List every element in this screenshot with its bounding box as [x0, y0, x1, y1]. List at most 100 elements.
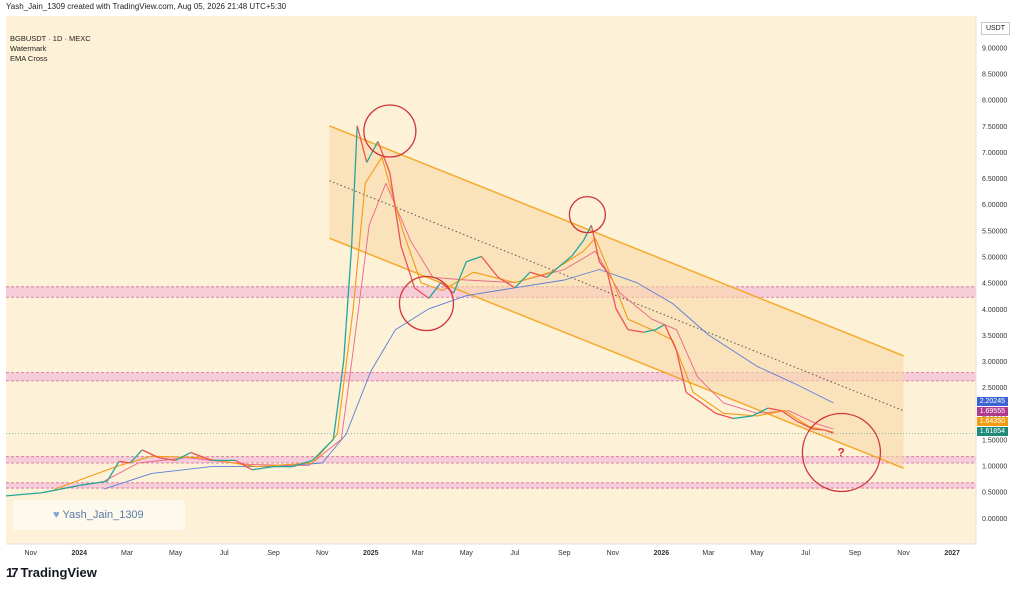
- highlight-circle: [568, 196, 607, 234]
- price-segment: [715, 412, 734, 420]
- y-tick-label: 6.00000: [982, 202, 1007, 209]
- support-zone: [6, 482, 976, 489]
- x-tick-label: Jul: [220, 550, 229, 557]
- y-tick-label: 3.00000: [982, 359, 1007, 366]
- price-segment: [129, 449, 143, 464]
- price-segment: [389, 172, 402, 247]
- support-zone: [6, 372, 976, 381]
- price-segment: [598, 261, 608, 273]
- x-tick-label: Mar: [121, 550, 134, 557]
- question-mark-annotation: ?: [837, 446, 844, 460]
- y-axis-background: [976, 16, 1024, 544]
- price-segment: [312, 438, 334, 461]
- watermark-box: ♥ Yash_Jain_1309: [13, 500, 185, 530]
- price-segment: [292, 459, 313, 468]
- price-segment: [332, 360, 345, 440]
- legend-ema-cross: EMA Cross: [10, 54, 48, 63]
- price-segment: [106, 461, 120, 482]
- price-segment: [466, 255, 482, 263]
- price-segment: [366, 141, 379, 163]
- y-tick-label: 3.50000: [982, 333, 1007, 340]
- y-tick-label: 7.50000: [982, 124, 1007, 131]
- price-segment: [428, 282, 442, 299]
- channel-upper-line: [329, 125, 904, 357]
- tradingview-logo-text: TradingView: [20, 565, 97, 580]
- y-tick-label: 5.00000: [982, 254, 1007, 261]
- x-tick-label: Nov: [24, 550, 37, 557]
- footer: 17 TradingView: [6, 565, 97, 580]
- price-segment: [700, 402, 716, 414]
- price-segment: [514, 271, 531, 289]
- price-segment: [546, 266, 560, 278]
- created-by-header: Yash_Jain_1309 created with TradingView.…: [6, 2, 287, 11]
- x-tick-label: 2025: [363, 550, 379, 557]
- x-tick-label: 2027: [944, 550, 960, 557]
- price-segment: [768, 407, 782, 412]
- price-segment: [529, 271, 547, 279]
- price-segment: [480, 256, 499, 278]
- price-segment: [175, 451, 192, 461]
- price-segment: [79, 480, 108, 487]
- price-chart[interactable]: ?0.000000.500001.000001.500002.000002.50…: [0, 16, 1024, 560]
- y-tick-label: 2.50000: [982, 385, 1007, 392]
- heart-icon: ♥: [53, 509, 60, 521]
- price-segment: [558, 255, 572, 268]
- price-segment: [675, 350, 687, 393]
- price-tag: 1.69555: [976, 406, 1008, 416]
- price-segment: [343, 245, 353, 362]
- currency-selector[interactable]: USDT: [980, 22, 1010, 35]
- highlight-circle: [398, 275, 455, 332]
- y-tick-label: 1.00000: [982, 464, 1007, 471]
- channel-fill: [329, 125, 904, 469]
- price-segment: [350, 125, 358, 247]
- tradingview-logo-icon: 17: [6, 565, 19, 580]
- price-segment: [751, 407, 769, 417]
- price-tag: 2.20245: [976, 396, 1008, 406]
- x-tick-label: Mar: [702, 550, 715, 557]
- price-segment: [235, 459, 253, 471]
- price-segment: [655, 323, 665, 331]
- price-segment: [440, 282, 454, 294]
- price-segment: [606, 272, 617, 309]
- x-tick-label: Nov: [607, 550, 620, 557]
- x-tick-label: Nov: [897, 550, 910, 557]
- y-tick-label: 4.00000: [982, 307, 1007, 314]
- watermark-text: Yash_Jain_1309: [62, 509, 144, 521]
- price-segment: [251, 465, 274, 471]
- price-segment: [796, 420, 814, 430]
- legend-watermark: Watermark: [10, 44, 47, 53]
- price-segment: [590, 224, 600, 262]
- price-segment: [615, 308, 629, 330]
- price-segment: [497, 276, 516, 289]
- price-segment: [118, 460, 131, 464]
- channel-mid-line: [329, 180, 904, 412]
- price-segment: [643, 329, 656, 333]
- x-tick-label: Mar: [412, 550, 425, 557]
- support-zone: [6, 456, 976, 463]
- price-segment: [812, 428, 825, 431]
- price-segment: [190, 451, 212, 461]
- ema-fast-line: [54, 156, 834, 490]
- price-segment: [141, 449, 160, 459]
- y-tick-label: 5.50000: [982, 228, 1007, 235]
- price-segment: [158, 457, 176, 461]
- x-tick-label: Sep: [558, 550, 571, 557]
- x-tick-label: Jul: [801, 550, 810, 557]
- price-segment: [5, 492, 42, 497]
- x-tick-label: Sep: [267, 550, 280, 557]
- chart-frame: ?0.000000.500001.000001.500002.000002.50…: [0, 16, 1024, 560]
- price-tag: 1.61854: [976, 426, 1008, 436]
- x-tick-label: 2024: [71, 550, 87, 557]
- x-tick-label: 2026: [654, 550, 670, 557]
- price-segment: [377, 141, 391, 174]
- legend-symbol: BGBUSDT · 1D · MEXC: [10, 34, 91, 43]
- highlight-circle: [801, 412, 882, 493]
- x-tick-label: May: [750, 550, 764, 557]
- y-tick-label: 7.00000: [982, 150, 1007, 157]
- y-tick-label: 0.50000: [982, 490, 1007, 497]
- price-segment: [733, 415, 753, 420]
- price-segment: [824, 429, 834, 434]
- y-tick-label: 4.50000: [982, 281, 1007, 288]
- x-axis-background: [0, 544, 1024, 560]
- x-tick-label: May: [460, 550, 474, 557]
